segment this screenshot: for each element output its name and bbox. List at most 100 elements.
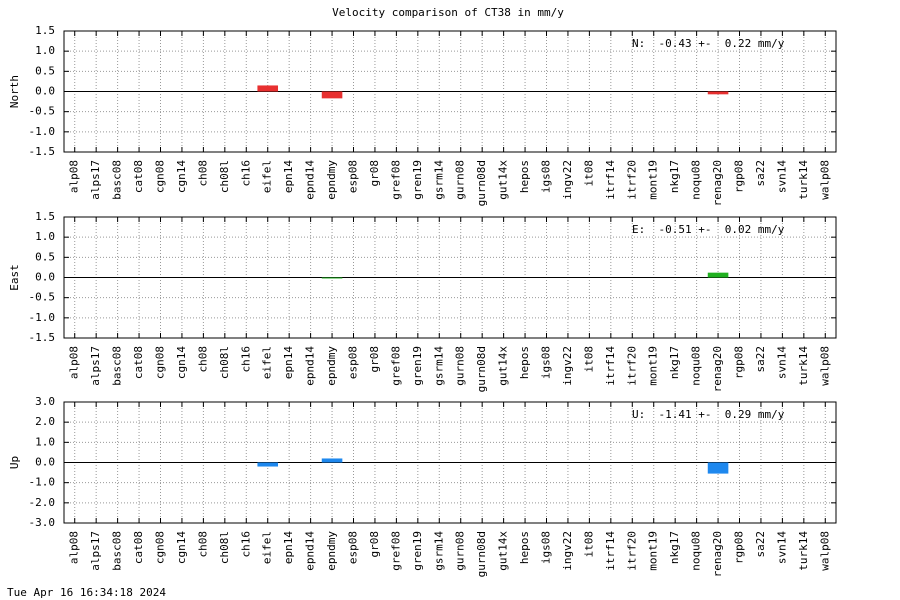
annotation: E: -0.51 +- 0.02 mm/y (632, 223, 785, 236)
y-tick-label: -0.5 (29, 105, 56, 118)
y-tick-label: 1.5 (35, 210, 55, 223)
x-tick-label: eifel (261, 346, 274, 379)
x-tick-label: renag20 (711, 531, 724, 577)
x-tick-label: alps17 (89, 346, 102, 386)
x-tick-label: alp08 (68, 531, 81, 564)
y-tick-label: -1.5 (29, 145, 56, 158)
x-tick-label: hepos (518, 531, 531, 564)
bar (257, 462, 279, 467)
y-axis-label: North (8, 75, 21, 108)
x-tick-label: eifel (261, 531, 274, 564)
y-tick-label: -2.0 (29, 496, 56, 509)
x-tick-label: turk14 (797, 531, 810, 571)
x-tick-label: walp08 (818, 346, 831, 386)
y-axis-label: East (8, 264, 21, 291)
annotation: U: -1.41 +- 0.29 mm/y (632, 408, 785, 421)
x-tick-label: turk14 (797, 346, 810, 386)
x-tick-label: rgp08 (733, 531, 746, 564)
x-tick-label: gut14x (497, 160, 510, 200)
x-tick-label: cgn14 (175, 346, 188, 379)
bar (321, 277, 343, 279)
bar (707, 272, 729, 278)
x-tick-label: itrf20 (625, 346, 638, 386)
y-tick-label: 1.5 (35, 24, 55, 37)
x-tick-label: svn14 (775, 160, 788, 193)
y-tick-label: -0.5 (29, 291, 56, 304)
x-tick-label: itrf20 (625, 160, 638, 200)
x-tick-label: ch08l (218, 346, 231, 379)
x-tick-label: gren19 (411, 346, 424, 386)
x-tick-label: it08 (582, 160, 595, 187)
x-tick-label: gren19 (411, 531, 424, 571)
x-tick-label: hepos (518, 346, 531, 379)
x-tick-label: alps17 (89, 531, 102, 571)
x-tick-label: gsrm14 (432, 531, 445, 571)
x-tick-label: epn14 (282, 346, 295, 379)
bar (707, 91, 729, 95)
x-tick-label: gref08 (389, 160, 402, 200)
y-tick-label: 0.5 (35, 64, 55, 77)
x-tick-label: ingv22 (561, 160, 574, 200)
x-tick-label: nkg17 (668, 160, 681, 193)
x-tick-label: gsrm14 (432, 346, 445, 386)
x-tick-label: it08 (582, 531, 595, 558)
x-tick-label: alp08 (68, 160, 81, 193)
annotation: N: -0.43 +- 0.22 mm/y (632, 37, 785, 50)
x-tick-label: ch16 (239, 531, 252, 558)
bar (257, 85, 279, 92)
y-tick-label: 0.0 (35, 271, 55, 284)
x-tick-label: cgn14 (175, 531, 188, 564)
x-tick-label: cgn08 (154, 346, 167, 379)
x-tick-label: gref08 (389, 346, 402, 386)
x-tick-label: svn14 (775, 531, 788, 564)
x-tick-label: walp08 (818, 531, 831, 571)
x-tick-label: eifel (261, 160, 274, 193)
x-tick-label: esp08 (347, 346, 360, 379)
x-tick-label: cat08 (132, 160, 145, 193)
x-tick-label: ch16 (239, 160, 252, 187)
x-tick-label: ch08l (218, 531, 231, 564)
y-tick-label: -3.0 (29, 516, 56, 529)
y-tick-label: 1.0 (35, 230, 55, 243)
x-tick-label: epndmy (325, 531, 338, 571)
x-tick-label: gurn08 (454, 346, 467, 386)
x-tick-label: epndmy (325, 346, 338, 386)
x-tick-label: mont19 (647, 160, 660, 200)
plot-frame (63, 401, 837, 524)
bar (321, 458, 343, 463)
plot-frame (63, 216, 837, 339)
x-tick-label: cat08 (132, 346, 145, 379)
x-tick-label: ch16 (239, 346, 252, 373)
x-tick-label: basc08 (111, 531, 124, 571)
x-tick-label: itrf20 (625, 531, 638, 571)
x-tick-label: gr08 (368, 531, 381, 558)
y-tick-label: -1.0 (29, 125, 56, 138)
x-tick-label: rgp08 (733, 346, 746, 379)
x-tick-label: gurn08 (454, 531, 467, 571)
x-tick-label: epnd14 (304, 531, 317, 571)
x-tick-label: gurn08d (475, 160, 488, 206)
x-tick-label: it08 (582, 346, 595, 373)
x-tick-label: gsrm14 (432, 160, 445, 200)
x-tick-label: sa22 (754, 531, 767, 558)
chart-title: Velocity comparison of CT38 in mm/y (332, 6, 564, 19)
x-tick-label: nkg17 (668, 531, 681, 564)
plot-frame (63, 30, 837, 153)
bar (321, 91, 343, 99)
x-tick-label: noqu08 (690, 346, 703, 386)
x-tick-label: ch08 (196, 160, 209, 187)
x-tick-label: nkg17 (668, 346, 681, 379)
x-tick-label: igs08 (540, 160, 553, 193)
x-tick-label: itrf14 (604, 531, 617, 571)
y-tick-label: -1.0 (29, 311, 56, 324)
x-tick-label: esp08 (347, 531, 360, 564)
x-tick-label: ingv22 (561, 346, 574, 386)
x-tick-label: renag20 (711, 160, 724, 206)
x-tick-label: noqu08 (690, 531, 703, 571)
x-tick-label: noqu08 (690, 160, 703, 200)
y-tick-label: -1.0 (29, 476, 56, 489)
y-tick-label: 3.0 (35, 395, 55, 408)
x-tick-label: mont19 (647, 346, 660, 386)
x-tick-label: gr08 (368, 346, 381, 373)
